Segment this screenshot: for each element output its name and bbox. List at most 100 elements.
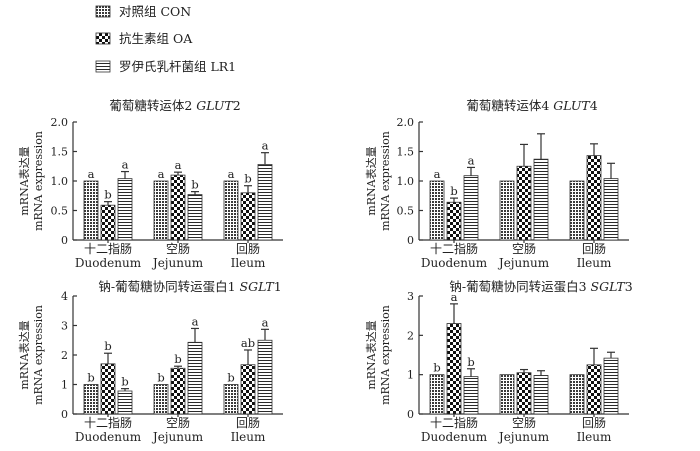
- y-tick-label: 3: [407, 290, 414, 303]
- significance-label: b: [87, 371, 94, 385]
- chart-panel-3: 钠-葡萄糖协同转运蛋白1 SGLT1 mRNA表达量 mRNA expression…: [17, 279, 283, 444]
- y-axis-label-en: mRNA expression: [32, 131, 45, 231]
- significance-label: b: [433, 361, 440, 375]
- bar-lr1: [117, 390, 133, 415]
- significance-label: a: [451, 290, 458, 304]
- significance-label: b: [174, 352, 181, 366]
- significance-label: a: [262, 315, 269, 329]
- legend-swatch-con: [95, 5, 111, 18]
- significance-label: b: [244, 172, 251, 186]
- y-tick-label: 1: [407, 369, 414, 382]
- category-label-en: Duodenum: [421, 256, 488, 270]
- bar-oa: [516, 165, 532, 241]
- y-axis-label-en: mRNA expression: [32, 305, 45, 405]
- bar-lr1: [257, 164, 273, 241]
- y-tick-label: 2.0: [51, 116, 69, 129]
- category-label-en: Ileum: [231, 256, 266, 270]
- bar-con: [429, 180, 445, 241]
- bar-lr1: [463, 376, 479, 415]
- significance-label: a: [192, 314, 199, 328]
- category-label-en: Ileum: [577, 256, 612, 270]
- category-label-cn: 空肠: [166, 416, 190, 430]
- bar-con: [223, 180, 239, 241]
- legend-item-con: 对照组 CON: [95, 4, 191, 19]
- significance-label: b: [467, 355, 474, 369]
- category-label-cn: 十二指肠: [430, 241, 478, 256]
- bar-lr1: [603, 178, 619, 241]
- category-label-cn: 回肠: [582, 242, 606, 256]
- bar-lr1: [603, 357, 619, 415]
- chart-panel-2: 葡萄糖转运体4 GLUT4 mRNA表达量 mRNA expression 0 0.5 1…: [364, 98, 629, 270]
- category-label-cn: 空肠: [512, 242, 536, 256]
- significance-label: a: [122, 158, 129, 172]
- chart-title-cn: 葡萄糖转运体2: [109, 98, 196, 113]
- chart-title-num: 1: [274, 279, 282, 294]
- y-tick-label: 1.5: [397, 146, 415, 159]
- category-label-cn: 空肠: [166, 242, 190, 256]
- y-tick-label: 1.5: [51, 146, 69, 159]
- y-tick-label: 2.0: [397, 116, 415, 129]
- y-axis-label-cn: mRNA表达量: [17, 320, 31, 389]
- y-tick-label: 4: [61, 290, 68, 303]
- bar-con: [83, 180, 99, 241]
- y-tick-label: 0: [407, 234, 414, 247]
- legend-item-oa: 抗生素组 OA: [95, 31, 193, 46]
- chart-title-num: 4: [590, 98, 598, 113]
- significance-label: b: [121, 375, 128, 389]
- bar-oa: [100, 204, 116, 241]
- category-label-en: Duodenum: [421, 430, 488, 444]
- chart-panel-1: 葡萄糖转运体2 GLUT2 mRNA表达量 mRNA expression 0 0.5 1…: [17, 98, 283, 270]
- category-label-en: Jejunum: [497, 256, 550, 270]
- category-label-en: Jejunum: [497, 430, 550, 444]
- significance-label: a: [468, 153, 475, 167]
- chart-title-gene: SGLT: [591, 279, 627, 294]
- significance-label: a: [434, 167, 441, 181]
- category-label-en: Duodenum: [75, 256, 142, 270]
- legend-label-oa: 抗生素组 OA: [119, 31, 193, 46]
- chart-title-cn: 钠-葡萄糖协同转运蛋白1: [98, 279, 239, 294]
- y-tick-label: 0: [61, 408, 68, 421]
- bar-con: [429, 374, 445, 415]
- y-tick-label: 1: [61, 379, 68, 392]
- y-axis-label-cn: mRNA表达量: [364, 146, 378, 215]
- y-tick-label: 0: [61, 234, 68, 247]
- chart-title: 钠-葡萄糖协同转运蛋白1 SGLT1: [98, 279, 281, 294]
- category-label-en: Ileum: [577, 430, 612, 444]
- category-label-cn: 回肠: [236, 416, 260, 430]
- chart-title-gene: GLUT: [553, 98, 591, 113]
- significance-label: a: [175, 158, 182, 172]
- bar-oa: [446, 201, 462, 241]
- bar-con: [499, 374, 515, 415]
- legend-item-lr1: 罗伊氏乳杆菌组 LR1: [95, 59, 236, 74]
- chart-title: 钠-葡萄糖协同转运蛋白3 SGLT3: [449, 279, 632, 294]
- category-label-cn: 十二指肠: [84, 415, 132, 430]
- category-label-cn: 回肠: [582, 416, 606, 430]
- significance-label: b: [191, 178, 198, 192]
- bar-oa: [586, 155, 602, 241]
- legend-label-lr1: 罗伊氏乳杆菌组 LR1: [119, 59, 236, 74]
- chart-title-num: 3: [625, 279, 633, 294]
- bar-oa: [170, 174, 186, 241]
- bar-oa: [240, 192, 256, 241]
- significance-label: ab: [241, 336, 255, 350]
- category-label-en: Ileum: [231, 430, 266, 444]
- bar-oa: [516, 372, 532, 415]
- chart-title-gene: GLUT: [196, 98, 234, 113]
- significance-label: a: [88, 167, 95, 181]
- y-tick-label: 3: [61, 320, 68, 333]
- bar-lr1: [117, 178, 133, 241]
- bar-lr1: [187, 194, 203, 241]
- y-axis-label-cn: mRNA表达量: [17, 146, 31, 215]
- bar-lr1: [257, 339, 273, 415]
- bar-con: [223, 384, 239, 415]
- significance-label: b: [104, 188, 111, 202]
- bar-lr1: [187, 341, 203, 415]
- category-label-cn: 回肠: [236, 242, 260, 256]
- category-label-en: Jejunum: [151, 256, 204, 270]
- bar-oa: [240, 364, 256, 415]
- legend-swatch-oa: [95, 32, 111, 45]
- legend-label-con: 对照组 CON: [119, 4, 191, 19]
- significance-label: a: [228, 167, 235, 181]
- significance-label: b: [450, 184, 457, 198]
